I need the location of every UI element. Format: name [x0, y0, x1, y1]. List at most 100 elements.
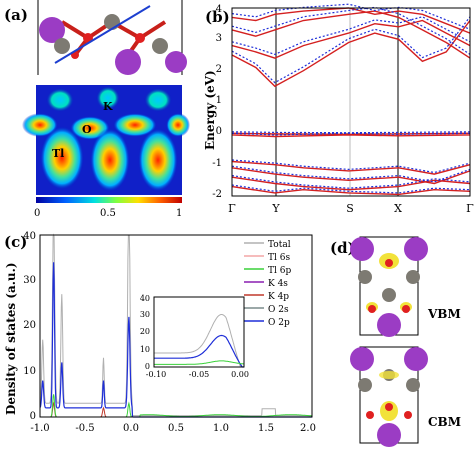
band-y-tick: 0 [216, 126, 222, 137]
tl-atom [54, 38, 70, 54]
valence-band [231, 160, 471, 175]
k-atom [165, 51, 187, 73]
atom-label-o: O [82, 123, 92, 136]
panel-d-figure: (d) VBM [330, 236, 461, 447]
band-x-tick: Γ [466, 202, 474, 215]
dos-y-tick: 0 [30, 411, 36, 422]
vbm-label: VBM [427, 307, 461, 321]
band-y-tick: 4 [216, 4, 222, 15]
tl-atom [104, 14, 120, 30]
conduction-band-dotted [231, 16, 471, 84]
band-y-tick: -1 [212, 158, 222, 169]
dos-x-tick: -0.5 [75, 423, 94, 434]
dos-k4p-curve [40, 401, 312, 418]
valence-band-dotted [231, 159, 471, 174]
valence-band-dotted [231, 175, 471, 189]
dos-x-tick: 1.0 [213, 423, 229, 434]
dos-x-tick: 0.0 [123, 423, 139, 434]
dos-legend: Total Tl 6s Tl 6p K 4s K 4p O 2s O 2p [244, 240, 291, 328]
dos-x-tick: 2.0 [300, 423, 316, 434]
panel-d-label: (d) [330, 239, 355, 257]
inset-y-tick: 10 [140, 345, 150, 354]
vbm-structure [350, 236, 428, 337]
dos-x-tick: 0.5 [168, 423, 184, 434]
cbm-structure [350, 346, 428, 447]
conduction-band [231, 7, 471, 34]
k-atom [115, 49, 141, 75]
dos-yticks: 0 10 20 30 40 [23, 231, 36, 422]
panel-a-figure: (a) [4, 0, 190, 219]
crystal-structure [39, 5, 187, 75]
panel-d: (d) VBM [320, 225, 474, 448]
valence-band-dotted [231, 165, 471, 183]
inset-y-tick: 0 [145, 362, 150, 371]
valence-band [231, 132, 471, 136]
band-xticks: Γ Y S X Γ [228, 202, 474, 215]
colorbar-tick: 0 [34, 208, 40, 219]
legend-k-4p: K 4p [268, 292, 289, 302]
conduction-band-dotted [231, 6, 471, 55]
inset-y-tick: 30 [140, 310, 150, 319]
tl-atom [152, 38, 168, 54]
panel-b: (b) Energy (eV) -2 -1 0 1 2 3 4 Γ Y S X … [200, 0, 474, 225]
legend-tl-6s: Tl 6s [268, 253, 290, 263]
band-lines [231, 3, 471, 196]
inset-total-curve [154, 314, 244, 368]
band-y-tick: 1 [216, 95, 222, 106]
elf-contour-map: K O Tl [22, 85, 190, 195]
inset-y-tick: 40 [140, 294, 150, 303]
conduction-band [231, 19, 471, 59]
conduction-band [231, 20, 471, 88]
dos-xticks: -1.0 -0.5 0.0 0.5 1.0 1.5 2.0 [30, 423, 316, 434]
band-x-tick: S [346, 202, 354, 215]
colorbar-tick: 1 [176, 208, 182, 219]
dos-y-tick: 40 [23, 231, 36, 242]
valence-band-dotted [231, 132, 471, 136]
o-atom [135, 33, 145, 43]
dos-y-tick: 10 [23, 366, 36, 377]
band-ylabel: Energy (eV) [203, 70, 217, 150]
band-y-tick: 2 [216, 64, 222, 75]
legend-total: Total [268, 240, 291, 250]
colorbar-tick: 0.5 [100, 208, 116, 219]
dos-y-tick: 30 [23, 275, 36, 286]
atom-label-tl: Tl [52, 147, 64, 160]
colorbar [36, 197, 182, 203]
cut-plane-line [54, 5, 151, 64]
panel-c: (c) Density of states (a.u.) 0 10 20 30 … [0, 225, 320, 448]
panel-a: (a) [0, 0, 200, 225]
inset-tl6p-curve [154, 360, 244, 365]
band-y-tick: 3 [216, 33, 222, 44]
dos-ylabel: Density of states (a.u.) [4, 262, 18, 415]
inset-frame [153, 296, 245, 368]
dos-total-curve [39, 233, 313, 418]
valence-band-dotted [231, 131, 471, 134]
valence-band [231, 176, 471, 191]
valence-band [231, 134, 471, 138]
band-x-tick: Y [271, 202, 280, 215]
legend-o-2p: O 2p [268, 318, 290, 328]
cbm-label: CBM [428, 415, 461, 429]
panel-c-label: (c) [4, 233, 27, 251]
panel-b-label: (b) [205, 8, 230, 26]
inset-x-tick: -0.05 [189, 370, 210, 379]
dos-inset: 0 10 20 30 40 -0.10 -0.05 0.00 [140, 294, 249, 379]
o-atom [83, 33, 93, 43]
band-x-tick: X [394, 202, 402, 215]
legend-k-4s: K 4s [268, 279, 288, 289]
legend-o-2s: O 2s [268, 305, 289, 315]
dos-x-tick: -1.0 [30, 423, 49, 434]
band-plot-frame [231, 7, 471, 197]
panel-a-label: (a) [4, 6, 28, 24]
valence-band [231, 167, 471, 185]
conduction-band [231, 10, 471, 59]
dos-plot-frame [39, 234, 313, 418]
inset-x-tick: 0.00 [231, 370, 249, 379]
conduction-band-dotted [231, 3, 471, 30]
band-yticks: -2 -1 0 1 2 3 4 [212, 4, 222, 200]
dos-x-tick: 1.5 [258, 423, 274, 434]
legend-tl-6p: Tl 6p [268, 266, 291, 276]
band-structure-chart: (b) Energy (eV) -2 -1 0 1 2 3 4 Γ Y S X … [203, 3, 474, 215]
atom-label-k: K [103, 100, 113, 113]
band-y-tick: -2 [212, 189, 222, 200]
